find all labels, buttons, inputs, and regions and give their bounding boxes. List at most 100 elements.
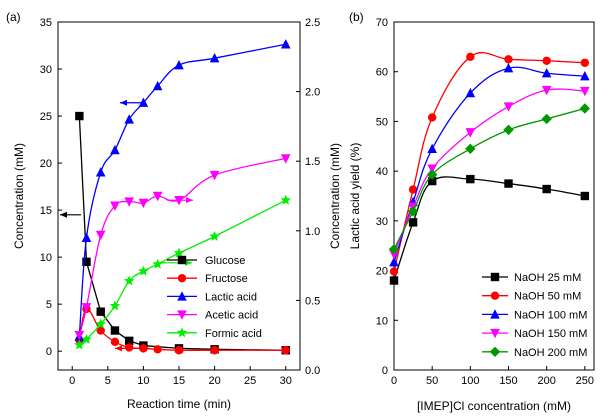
b-legend-marker-1	[490, 291, 500, 300]
b-data-point-2	[541, 68, 552, 78]
a-ytick-label: 10	[40, 252, 52, 264]
b-data-point-2	[465, 87, 476, 98]
b-ytick-label: 50	[376, 116, 388, 128]
a-data-point-2	[209, 52, 220, 63]
a-data-point-4	[81, 333, 92, 344]
a-legend-label-3: Acetic acid	[205, 310, 258, 322]
a-data-point-3	[138, 198, 149, 209]
b-ytick-label: 30	[376, 216, 388, 228]
b-ytick-label: 40	[376, 166, 388, 178]
a-xtick-label: 30	[280, 375, 292, 387]
a-data-point-3	[81, 303, 92, 313]
b-data-point-1	[466, 52, 475, 61]
a-data-point-2	[110, 144, 120, 155]
b-xtick-label: 50	[426, 375, 438, 387]
b-data-point-4	[579, 103, 591, 114]
b-data-point-1	[580, 58, 590, 67]
a-data-point-2	[152, 80, 163, 91]
b-data-point-1	[427, 113, 437, 122]
b-xtick-label: 100	[461, 375, 479, 387]
a-series-line-3	[78, 157, 286, 336]
b-data-point-1	[542, 56, 551, 65]
b-legend-marker-4	[489, 346, 501, 357]
b-series-line-4	[393, 107, 586, 250]
a-arrow-formic-head	[185, 259, 192, 266]
a-data-point-4	[138, 265, 149, 276]
b-legend-marker-3	[490, 328, 500, 339]
a-xtick-label: 10	[137, 375, 149, 387]
b-data-point-4	[388, 243, 400, 255]
b-legend-label-1: NaOH 50 mM	[514, 291, 581, 303]
a-data-point-3	[124, 197, 134, 207]
a-legend-label-4: Formic acid	[205, 328, 262, 340]
a-y2tick-label: 1.5	[305, 156, 320, 168]
a-series-line-4	[78, 199, 287, 346]
b-data-point-4	[541, 113, 552, 125]
a-data-point-2	[81, 232, 92, 242]
b-x-axis-title: [IMEP]Cl concentration (mM)	[417, 399, 571, 413]
a-ytick-label: 35	[40, 17, 52, 29]
a-legend-marker-3	[177, 310, 187, 320]
a-data-point-4	[74, 339, 85, 350]
a-data-point-3	[95, 230, 106, 241]
a-y2tick-label: 1.0	[305, 226, 320, 238]
a-legend-marker-4	[176, 327, 188, 338]
panel-b-label: (b)	[349, 10, 364, 24]
a-data-point-0	[96, 307, 105, 316]
panel-a: (a) 0 5 10 15 20 25 30 0 5 10 15 20 25 30 35 0.0 0.5 1.0 1.…	[6, 10, 342, 411]
a-data-point-1	[174, 346, 184, 355]
b-ytick-label: 10	[376, 315, 388, 327]
a-data-point-3	[209, 170, 220, 181]
b-ytick-label: 20	[376, 266, 388, 278]
a-data-point-4	[109, 300, 121, 311]
a-legend-label-1: Fructose	[205, 273, 248, 285]
a-data-point-1	[281, 346, 290, 355]
a-data-point-4	[95, 318, 106, 329]
a-arrow-glucose-head	[60, 211, 67, 218]
a-y-axis-title: Concentration (mM)	[12, 143, 26, 249]
a-xtick-label: 0	[69, 375, 75, 387]
b-data-point-2	[427, 143, 437, 153]
a-ytick-label: 15	[40, 205, 52, 217]
a-y2tick-label: 2.0	[305, 87, 320, 99]
b-series-line-2	[393, 66, 585, 263]
a-xtick-label: 25	[244, 375, 256, 387]
b-data-point-3	[389, 249, 399, 260]
a-data-point-0	[75, 111, 84, 121]
b-data-point-3	[503, 102, 514, 112]
b-data-point-4	[503, 124, 514, 136]
b-y-axis-title: Lactic acid yield (%)	[348, 143, 362, 250]
b-legend-label-2: NaOH 100 mM	[514, 309, 587, 321]
a-legend-label-0: Glucose	[205, 255, 245, 267]
a-data-point-4	[280, 194, 291, 205]
a-legend-label-2: Lactic acid	[205, 291, 257, 303]
b-xtick-label: 150	[499, 375, 517, 387]
a-ytick-label: 30	[40, 64, 52, 76]
a-data-point-3	[280, 154, 291, 164]
a-ytick-label: 20	[40, 158, 52, 170]
a-data-point-3	[152, 191, 163, 202]
b-data-point-3	[580, 86, 590, 97]
b-legend-label-4: NaOH 200 mM	[514, 347, 587, 359]
a-legend-marker-0	[177, 255, 187, 265]
b-data-point-0	[466, 174, 475, 184]
b-data-point-0	[389, 276, 399, 285]
a-arrow-lactic-head	[120, 99, 127, 106]
panel-a-label: (a)	[6, 10, 21, 24]
b-data-point-0	[408, 218, 418, 227]
b-data-point-0	[427, 176, 437, 186]
b-xtick-label: 0	[391, 375, 397, 387]
a-data-point-3	[74, 331, 85, 341]
a-data-point-4	[123, 275, 135, 286]
a-data-point-3	[110, 201, 120, 211]
panel-b-frame	[393, 21, 595, 371]
a-y2-axis-title: Concentration (mM)	[328, 143, 342, 249]
b-legend-marker-0	[490, 272, 500, 282]
a-data-point-2	[174, 59, 184, 70]
b-data-point-4	[465, 143, 476, 154]
b-legend-label-0: NaOH 25 mM	[514, 272, 581, 284]
a-data-point-0	[110, 326, 120, 335]
a-data-point-2	[124, 114, 134, 124]
a-x-axis-title: Reaction time (min)	[127, 397, 231, 411]
b-data-point-0	[580, 191, 590, 201]
